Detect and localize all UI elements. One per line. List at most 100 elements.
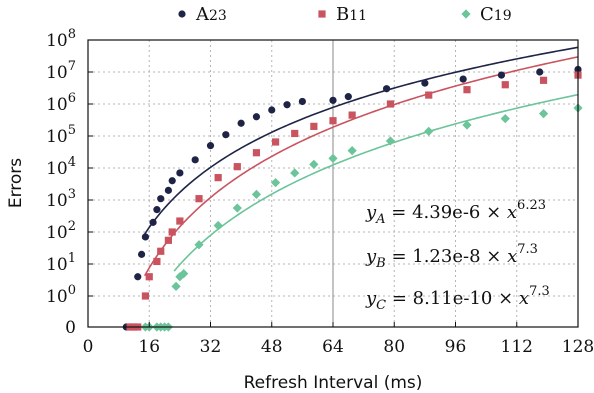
legend: A23 B11 C19 (178, 4, 512, 25)
fit-curve (173, 93, 579, 272)
data-point (291, 129, 299, 138)
data-point (141, 233, 150, 241)
legend-label: C19 (480, 4, 512, 25)
data-point (382, 85, 391, 93)
data-point (538, 109, 549, 119)
y-tick-label: 108 (46, 27, 76, 51)
data-point (171, 281, 181, 291)
fit-equation: yC = 8.11e-10 × x7.3 (365, 284, 550, 313)
data-point (329, 117, 337, 125)
data-point (164, 186, 172, 194)
data-point (461, 9, 471, 19)
x-tick-label: 128 (562, 337, 594, 357)
fit-curve (142, 46, 579, 237)
data-point (462, 120, 472, 130)
data-point (145, 273, 153, 281)
x-tick-label: 16 (138, 337, 160, 357)
y-tick-label: 105 (46, 123, 76, 147)
y-tick-label: 103 (46, 187, 76, 211)
y-tick-label: 102 (46, 219, 76, 243)
data-point (310, 122, 318, 130)
data-point (141, 292, 150, 300)
y-tick-label: 106 (46, 91, 76, 115)
data-point (459, 75, 467, 83)
data-point (252, 113, 261, 121)
data-point (318, 10, 326, 18)
fit-equation: yA = 4.39e-6 × x6.23 (365, 198, 546, 227)
data-point (134, 273, 142, 281)
data-point (309, 159, 319, 169)
data-point (137, 250, 146, 258)
data-point (153, 206, 161, 214)
x-tick-label: 0 (83, 337, 94, 357)
legend-label: A23 (195, 4, 227, 25)
data-point (178, 10, 186, 18)
data-point (214, 174, 222, 182)
data-point (179, 269, 189, 279)
y-tick-label: 101 (46, 251, 76, 275)
data-point (385, 136, 396, 146)
data-point (298, 97, 306, 106)
data-point (328, 153, 338, 163)
data-point (232, 203, 242, 213)
data-point (251, 189, 262, 199)
x-tick-label: 96 (445, 337, 467, 357)
fit-curve (143, 56, 579, 277)
x-axis-label: Refresh Interval (ms) (244, 373, 423, 393)
y-tick-label: 104 (46, 155, 76, 179)
y-tick-label: 107 (46, 59, 76, 83)
data-point (233, 163, 241, 171)
data-point (206, 142, 215, 150)
y-axis-label: Errors (6, 158, 26, 208)
data-point (252, 149, 261, 157)
data-points (122, 65, 583, 332)
data-point (539, 76, 548, 84)
data-point (290, 168, 300, 178)
y-axis-ticks: 0 100 101 102 103 104 105 106 107 108 (46, 27, 93, 338)
data-point (283, 101, 291, 109)
data-point (348, 111, 356, 119)
data-point (421, 79, 429, 87)
fit-lines (142, 46, 579, 277)
x-tick-label: 64 (322, 337, 344, 357)
x-tick-label: 80 (383, 337, 405, 357)
data-point (194, 240, 204, 250)
data-point (271, 138, 280, 146)
data-point (157, 195, 165, 203)
y-tick-label: 100 (46, 283, 76, 307)
data-point (153, 257, 161, 266)
x-tick-label: 32 (200, 337, 222, 357)
data-point (463, 86, 471, 94)
fit-equations: yA = 4.39e-6 × x6.23 yB = 1.23e-8 × x7.3 y… (365, 198, 550, 313)
data-point (222, 131, 230, 139)
data-point (191, 156, 199, 164)
data-point (497, 71, 506, 79)
data-point (149, 218, 157, 226)
legend-label: B11 (336, 4, 367, 25)
data-point (424, 126, 434, 136)
data-point (501, 81, 509, 89)
data-point (425, 91, 433, 99)
fit-equation: yB = 1.23e-8 × x7.3 (365, 242, 538, 271)
grid-layer (88, 40, 578, 327)
data-point (237, 119, 245, 127)
data-point (176, 217, 184, 225)
data-point (176, 169, 184, 177)
x-tick-label: 112 (501, 337, 533, 357)
data-point (329, 96, 337, 104)
data-point (168, 228, 176, 236)
data-point (195, 195, 203, 203)
data-point (536, 68, 544, 76)
data-point (386, 100, 395, 108)
data-point (213, 220, 223, 231)
data-point (268, 106, 276, 114)
x-tick-label: 48 (261, 337, 283, 357)
data-point (344, 93, 352, 101)
y-tick-label: 0 (65, 318, 76, 338)
data-point (157, 247, 165, 255)
data-point (500, 113, 510, 124)
x-axis-ticks: 0 16 32 48 64 80 96 112 128 (83, 322, 594, 357)
data-point (270, 177, 281, 188)
data-point (168, 177, 176, 185)
